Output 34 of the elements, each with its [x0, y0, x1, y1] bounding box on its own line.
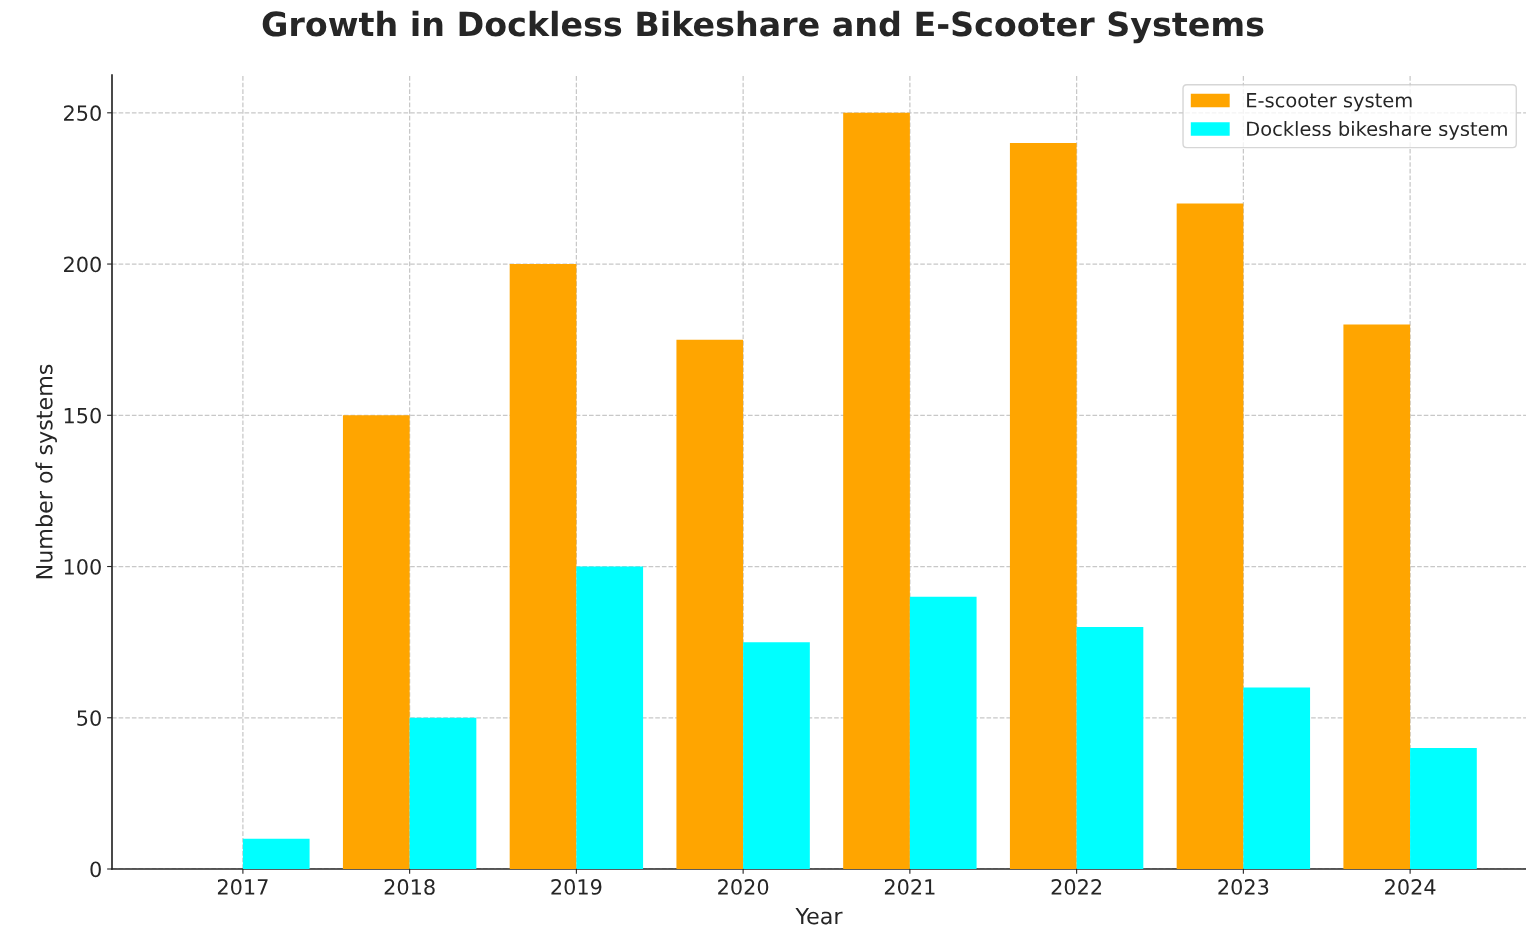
x-tick-label: 2022	[1051, 879, 1102, 895]
bar	[509, 264, 577, 869]
bar	[409, 717, 477, 869]
y-tick-label: 250	[64, 105, 101, 122]
legend-label: Dockless bikeshare system	[1247, 121, 1507, 140]
bar	[1243, 687, 1311, 869]
x-tick-label: 2023	[1218, 879, 1269, 895]
chart-title: Growth in Dockless Bikeshare and E-Scooter Systems	[262, 10, 1264, 44]
x-tick-label: 2019	[551, 879, 602, 895]
x-tick-label: 2018	[384, 879, 435, 895]
x-tick-label: 2021	[884, 879, 935, 895]
bar	[1343, 324, 1411, 869]
bar	[1410, 748, 1477, 869]
bar	[576, 566, 644, 869]
y-axis-title: Number of systems	[35, 364, 57, 579]
bar	[843, 112, 910, 869]
bar	[743, 642, 810, 869]
bar	[909, 596, 977, 869]
x-axis-title: Year	[795, 907, 843, 925]
bar	[676, 339, 744, 869]
bar	[342, 415, 410, 869]
x-tick-label: 2017	[217, 879, 268, 895]
y-tick-label: 0	[90, 861, 101, 878]
y-tick-label: 200	[64, 256, 101, 273]
y-tick-label: 50	[77, 710, 101, 726]
bar	[1076, 627, 1144, 869]
bar	[1009, 143, 1077, 869]
y-tick-label: 150	[64, 407, 101, 424]
x-tick-label: 2020	[718, 879, 769, 895]
y-tick-label: 100	[64, 558, 101, 575]
legend-label: E-scooter system	[1247, 93, 1412, 112]
bar	[242, 838, 310, 869]
x-tick-label: 2024	[1385, 879, 1436, 895]
bar	[1176, 203, 1244, 869]
